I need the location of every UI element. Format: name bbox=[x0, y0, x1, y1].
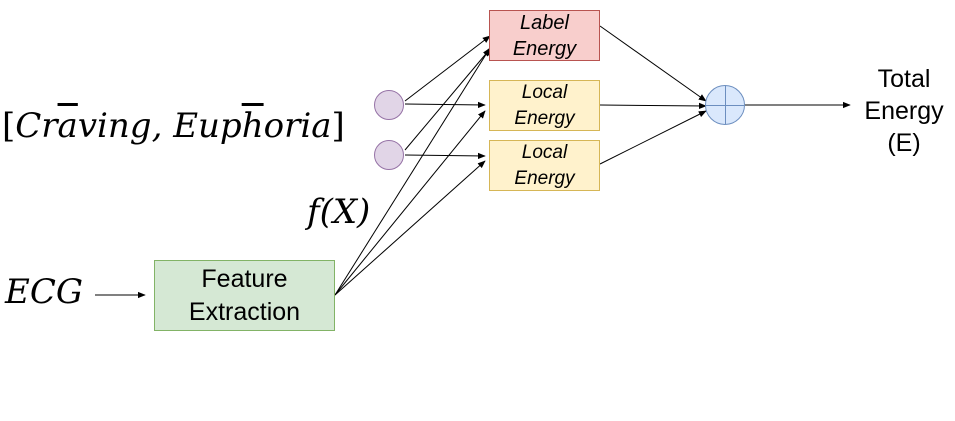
label-energy-line2: Energy bbox=[512, 37, 577, 60]
edge-local-energy-2-to-sum bbox=[599, 110, 707, 165]
label-euphoria-barred-letter: h bbox=[241, 106, 264, 146]
label-node-1 bbox=[374, 90, 404, 120]
label-energy-line1: Label bbox=[520, 11, 569, 34]
total-energy-line2: Energy bbox=[864, 97, 944, 125]
ecg-input-label: ECG bbox=[5, 272, 83, 312]
feature-extraction-line1: Feature bbox=[201, 264, 288, 293]
label-vector: [Craving, Euphoria] bbox=[2, 106, 345, 146]
total-energy-output: Total Energy (E) bbox=[855, 63, 953, 159]
edge-label-energy-to-sum bbox=[599, 25, 707, 102]
local-energy-1-line2: Energy bbox=[514, 107, 575, 129]
local-energy-2-line2: Energy bbox=[514, 167, 575, 189]
edge-local-energy-1-to-sum bbox=[599, 102, 707, 110]
label-craving-barred-letter: a bbox=[57, 106, 78, 146]
label-vector-separator: , bbox=[151, 106, 174, 146]
label-euphoria-prefix: Eup bbox=[173, 106, 242, 146]
edge-node1-to-label-energy bbox=[404, 35, 491, 102]
local-energy-box-2: Local Energy bbox=[489, 140, 600, 191]
label-vector-open-bracket: [ bbox=[2, 106, 16, 146]
label-euphoria-suffix: oria bbox=[263, 106, 332, 146]
feature-extraction-line2: Extraction bbox=[188, 297, 301, 326]
edge-feature-to-local-energy-2 bbox=[334, 160, 486, 296]
edge-node2-to-local-energy-2 bbox=[404, 152, 486, 160]
edge-feature-to-local-energy-1 bbox=[334, 110, 486, 296]
features-fx-label: f(X) bbox=[307, 192, 371, 232]
edge-node1-to-local-energy-1 bbox=[404, 101, 486, 109]
total-energy-line1: Total bbox=[877, 65, 931, 93]
local-energy-2-line1: Local bbox=[521, 141, 568, 163]
label-vector-close-bracket: ] bbox=[331, 106, 345, 146]
local-energy-1-line1: Local bbox=[521, 81, 568, 103]
feature-extraction-box: Feature Extraction bbox=[154, 260, 335, 331]
label-energy-box: Label Energy bbox=[489, 10, 600, 61]
label-craving-suffix: ving bbox=[77, 106, 152, 146]
label-node-2 bbox=[374, 140, 404, 170]
edge-feature-to-label-energy bbox=[334, 47, 491, 296]
local-energy-box-1: Local Energy bbox=[489, 80, 600, 131]
total-energy-line3: (E) bbox=[887, 129, 921, 157]
sum-node-plus-icon bbox=[705, 85, 745, 125]
label-craving-prefix: Cr bbox=[15, 106, 58, 146]
edge-node2-to-label-energy bbox=[404, 48, 491, 151]
